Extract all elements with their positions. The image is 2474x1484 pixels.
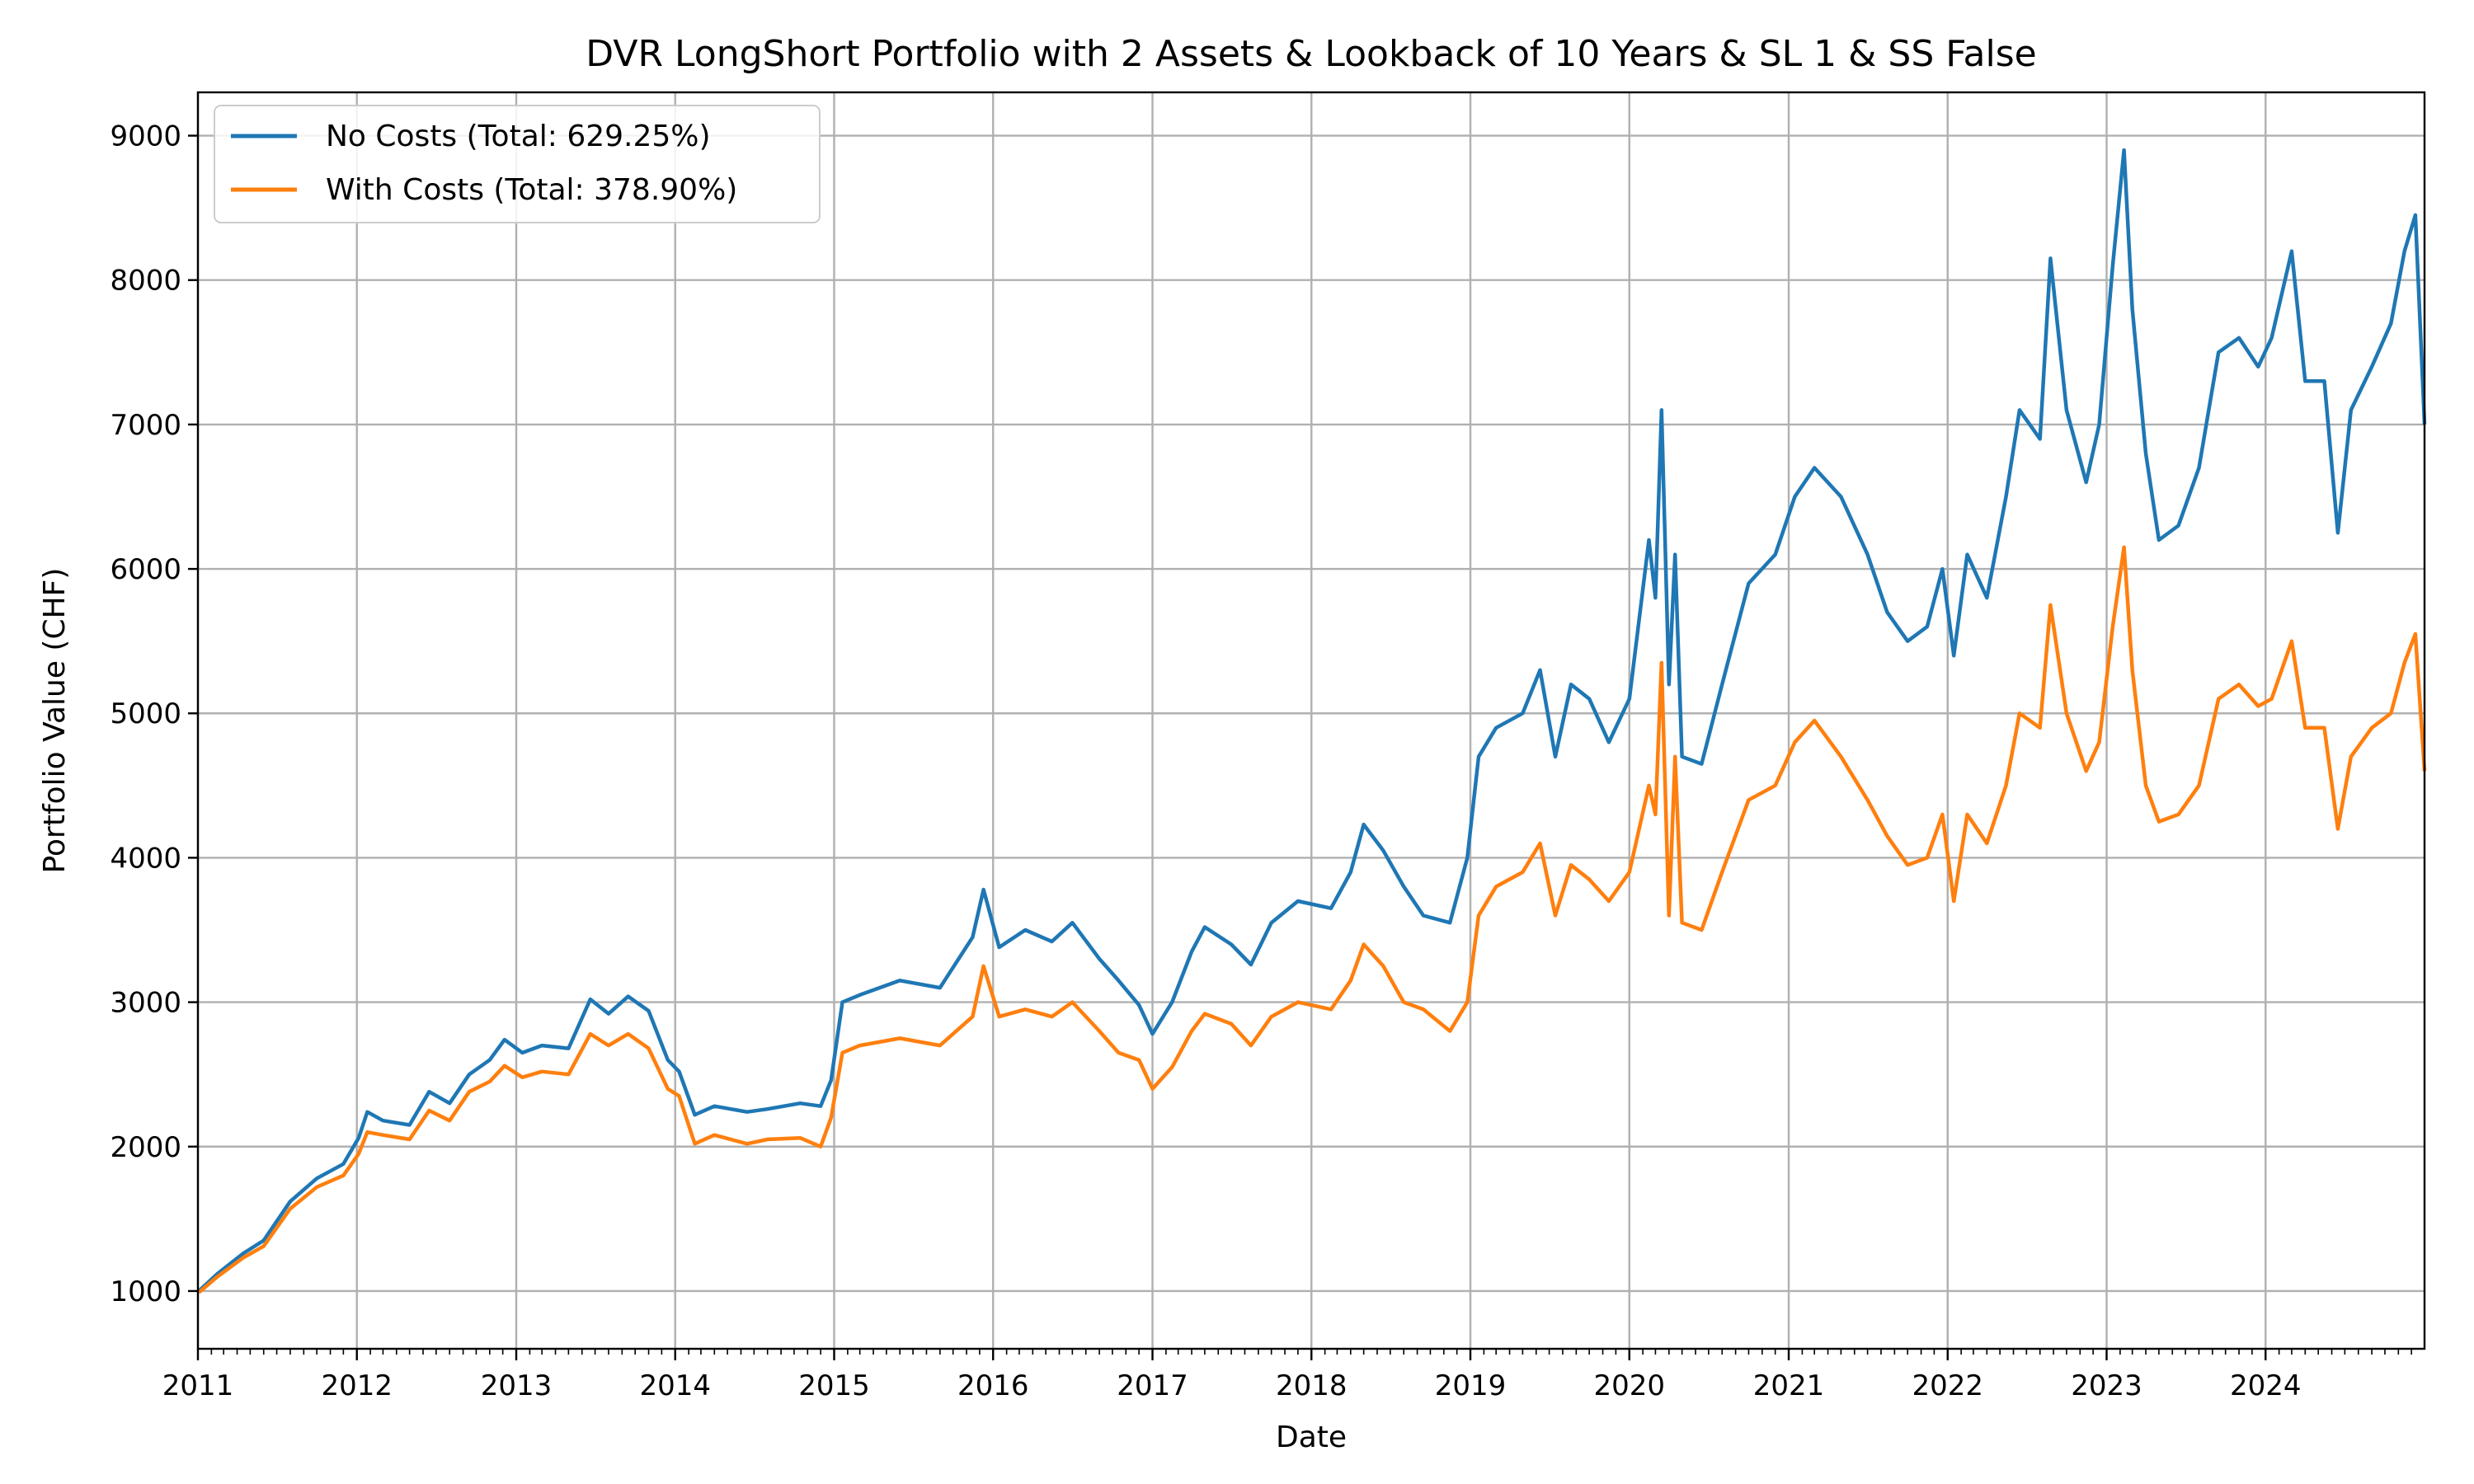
x-tick-label: 2024 [2230, 1369, 2302, 1402]
x-tick-label: 2021 [1753, 1369, 1825, 1402]
chart-title: DVR LongShort Portfolio with 2 Assets & … [586, 33, 2036, 75]
y-tick-label: 6000 [110, 553, 181, 586]
x-tick-label: 2013 [481, 1369, 553, 1402]
series-line-no-costs [197, 148, 2427, 1293]
y-tick-label: 7000 [110, 409, 181, 442]
x-tick-label: 2023 [2071, 1369, 2142, 1402]
x-tick-label: 2017 [1117, 1369, 1188, 1402]
y-tick-label: 5000 [110, 697, 181, 730]
x-tick-label: 2022 [1912, 1369, 1984, 1402]
plot-area [197, 148, 2427, 1294]
x-tick-label: 2014 [639, 1369, 711, 1402]
x-tick-label: 2015 [798, 1369, 870, 1402]
y-tick-label: 1000 [110, 1275, 181, 1308]
y-tick-label: 2000 [110, 1131, 181, 1164]
x-tick-label: 2012 [321, 1369, 393, 1402]
y-tick-label: 4000 [110, 842, 181, 875]
legend-label-with-costs: With Costs (Total: 378.90%) [326, 173, 737, 207]
y-axis-label: Portfolio Value (CHF) [38, 568, 72, 874]
x-tick-label: 2011 [162, 1369, 234, 1402]
x-tick-label: 2019 [1435, 1369, 1507, 1402]
x-axis-label: Date [1276, 1421, 1347, 1454]
legend-label-no-costs: No Costs (Total: 629.25%) [326, 120, 711, 153]
x-tick-label: 2016 [957, 1369, 1029, 1402]
axis-ticks: 1000 2000 3000 4000 5000 6000 7000 8000 9000 2011… [110, 120, 2412, 1402]
y-tick-label: 8000 [110, 265, 181, 298]
legend: No Costs (Total: 629.25%) With Costs (To… [214, 105, 821, 223]
x-tick-label: 2020 [1593, 1369, 1665, 1402]
y-tick-label: 3000 [110, 987, 181, 1020]
series-line-with-costs [197, 545, 2427, 1294]
y-tick-label: 9000 [110, 120, 181, 153]
legend-box [214, 105, 821, 223]
x-tick-label: 2018 [1276, 1369, 1348, 1402]
